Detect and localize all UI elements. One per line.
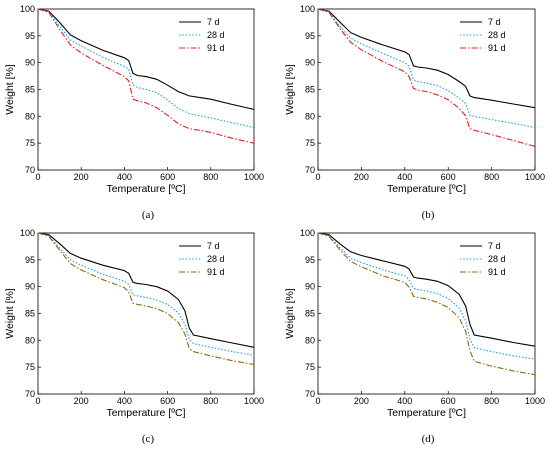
x-axis-label: Temperature [ºC] xyxy=(387,183,466,195)
legend-label: 91 d xyxy=(488,43,506,53)
x-tick-label: 1000 xyxy=(244,172,264,182)
x-tick-label: 200 xyxy=(74,172,89,182)
legend-label: 28 d xyxy=(207,30,225,40)
x-tick-label: 0 xyxy=(315,396,320,406)
x-tick-label: 600 xyxy=(441,172,456,182)
y-tick-label: 75 xyxy=(25,138,35,148)
x-tick-label: 800 xyxy=(484,396,499,406)
y-tick-label: 70 xyxy=(25,389,35,399)
y-tick-label: 95 xyxy=(305,31,315,41)
legend-label: 28 d xyxy=(488,254,506,264)
series-line-28d xyxy=(37,232,255,356)
y-tick-label: 85 xyxy=(25,309,35,319)
x-axis-label: Temperature [ºC] xyxy=(106,183,185,195)
y-tick-label: 75 xyxy=(305,362,315,372)
y-tick-label: 90 xyxy=(25,282,35,292)
y-axis-label: Weight [%] xyxy=(4,288,16,339)
y-tick-label: 80 xyxy=(25,335,35,345)
y-tick-label: 90 xyxy=(25,58,35,68)
legend-label: 7 d xyxy=(207,17,220,27)
chart-panel-1: 0 200 400 600 800 1000 70 75 80 85 90 95 100 Temperat… xyxy=(4,4,264,221)
legend-label: 91 d xyxy=(207,43,225,53)
y-tick-label: 90 xyxy=(305,58,315,68)
x-tick-label: 1000 xyxy=(525,396,545,406)
y-tick-label: 80 xyxy=(25,111,35,121)
y-tick-label: 80 xyxy=(305,335,315,345)
series-line-7d xyxy=(37,232,255,348)
chart-panel-3: 0 200 400 600 800 1000 70 75 80 85 90 95 100 Temperat… xyxy=(4,228,264,445)
y-tick-label: 75 xyxy=(305,138,315,148)
y-tick-label: 70 xyxy=(25,165,35,175)
legend-label: 28 d xyxy=(488,30,506,40)
y-tick-label: 95 xyxy=(305,255,315,265)
x-tick-label: 0 xyxy=(315,172,320,182)
series-line-7d xyxy=(37,8,255,110)
y-axis-label: Weight [%] xyxy=(284,288,296,339)
y-tick-label: 85 xyxy=(305,309,315,319)
x-tick-label: 200 xyxy=(354,172,369,182)
x-tick-label: 0 xyxy=(35,396,40,406)
series-line-91d xyxy=(317,232,536,376)
series-line-28d xyxy=(317,8,536,129)
x-tick-label: 200 xyxy=(354,396,369,406)
x-tick-label: 200 xyxy=(74,396,89,406)
panel-caption: (a) xyxy=(142,209,155,221)
y-tick-label: 100 xyxy=(20,4,35,14)
y-tick-label: 90 xyxy=(305,282,315,292)
y-tick-label: 75 xyxy=(25,362,35,372)
panel-caption: (c) xyxy=(142,433,155,445)
x-tick-label: 800 xyxy=(203,172,218,182)
x-axis-label: Temperature [ºC] xyxy=(106,407,185,419)
legend-label: 28 d xyxy=(207,254,225,264)
x-tick-label: 0 xyxy=(35,172,40,182)
series-line-91d xyxy=(37,232,255,366)
y-tick-label: 100 xyxy=(300,4,315,14)
legend-label: 7 d xyxy=(488,241,501,251)
y-tick-label: 70 xyxy=(305,389,315,399)
chart-panel-4: 0 200 400 600 800 1000 70 75 80 85 90 95 100 Temperat… xyxy=(284,228,545,445)
x-tick-label: 600 xyxy=(160,396,175,406)
x-tick-label: 400 xyxy=(117,396,132,406)
x-tick-label: 800 xyxy=(484,172,499,182)
y-tick-label: 80 xyxy=(305,111,315,121)
legend-label: 7 d xyxy=(207,241,220,251)
x-tick-label: 600 xyxy=(441,396,456,406)
y-tick-label: 95 xyxy=(25,31,35,41)
panel-caption: (d) xyxy=(422,433,435,445)
y-tick-label: 100 xyxy=(300,228,315,238)
y-tick-label: 70 xyxy=(305,165,315,175)
legend-label: 91 d xyxy=(488,267,506,277)
y-tick-label: 95 xyxy=(25,255,35,265)
x-tick-label: 600 xyxy=(160,172,175,182)
y-axis-label: Weight [%] xyxy=(4,64,16,115)
legend-label: 7 d xyxy=(488,17,501,27)
series-line-7d xyxy=(317,232,536,347)
y-tick-label: 85 xyxy=(25,85,35,95)
x-tick-label: 400 xyxy=(117,172,132,182)
x-tick-label: 400 xyxy=(397,172,412,182)
x-tick-label: 800 xyxy=(203,396,218,406)
x-tick-label: 400 xyxy=(397,396,412,406)
y-axis-label: Weight [%] xyxy=(284,64,296,115)
series-line-28d xyxy=(37,8,255,129)
chart-panel-2: 0 200 400 600 800 1000 70 75 80 85 90 95 100 Temperat… xyxy=(284,4,545,221)
series-line-91d xyxy=(37,8,255,144)
series-line-7d xyxy=(317,8,536,109)
x-tick-label: 1000 xyxy=(244,396,264,406)
x-axis-label: Temperature [ºC] xyxy=(387,407,466,419)
y-tick-label: 100 xyxy=(20,228,35,238)
legend-label: 91 d xyxy=(207,267,225,277)
series-line-91d xyxy=(317,8,536,147)
panel-caption: (b) xyxy=(422,209,435,221)
x-tick-label: 1000 xyxy=(525,172,545,182)
y-tick-label: 85 xyxy=(305,85,315,95)
